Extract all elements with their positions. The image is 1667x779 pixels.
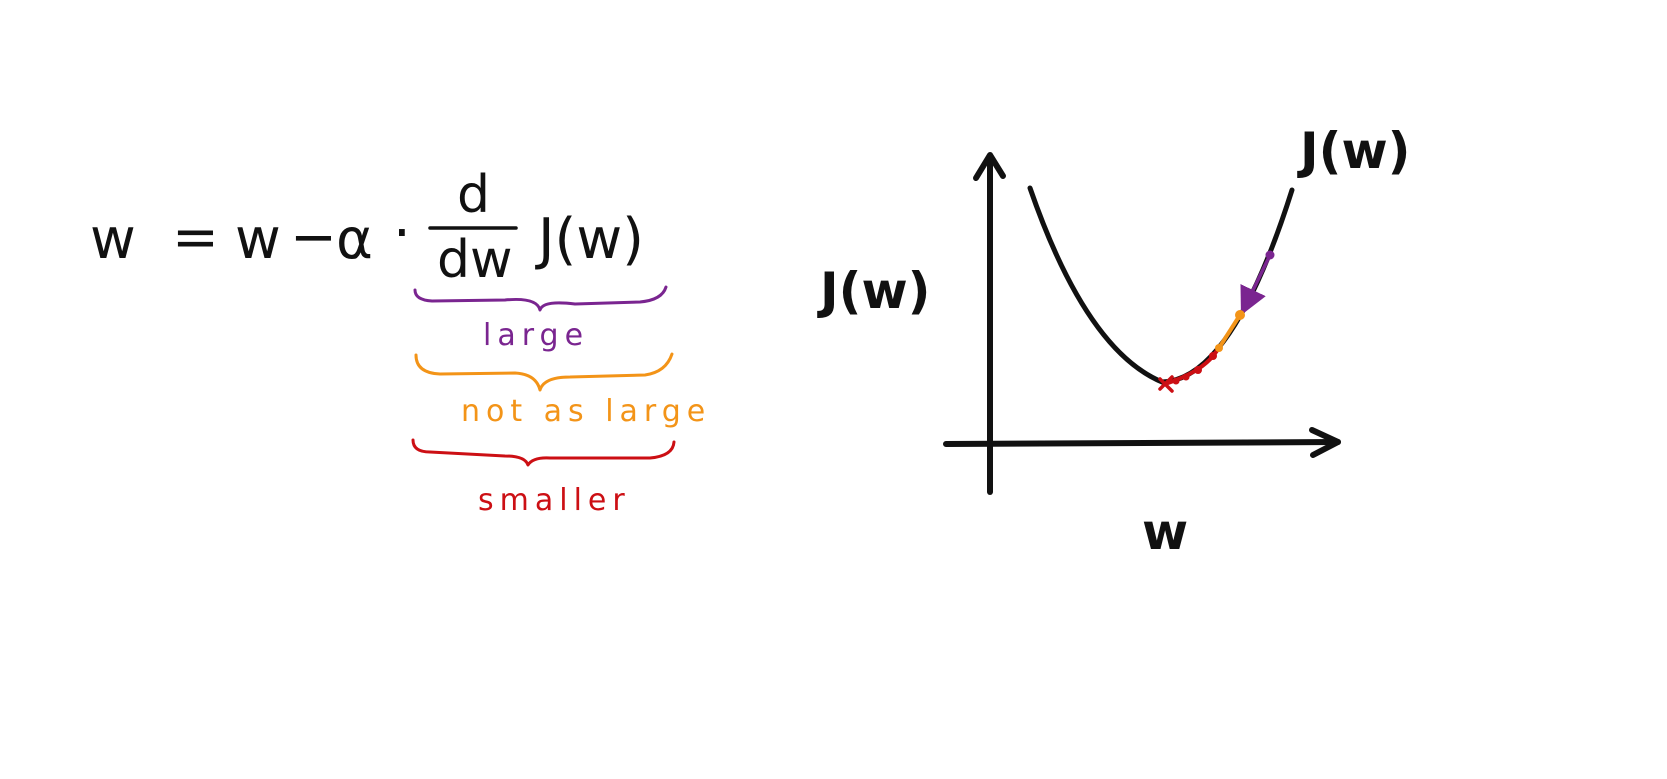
curve-label: J(w) [1297, 122, 1411, 180]
point-5 [1194, 366, 1202, 374]
update-equation: w = w − α · d dw J(w) [90, 165, 644, 290]
point-4 [1209, 352, 1217, 360]
x-axis-label: w [1142, 503, 1188, 561]
point-2 [1235, 310, 1245, 320]
equation-cost-function: J(w) [535, 207, 644, 272]
step-not-as-large [1217, 313, 1242, 350]
y-axis-arrowhead [973, 152, 1006, 181]
x-axis-arrowhead [1309, 427, 1341, 458]
point-7 [1172, 377, 1180, 385]
equation-equals-sign: = [172, 205, 219, 270]
note-smaller: smaller [478, 483, 631, 518]
brace-not-as-large [414, 352, 674, 392]
equation-w-term: w [235, 207, 281, 272]
x-axis [943, 439, 1341, 447]
point-6 [1182, 373, 1190, 381]
descent-steps [1158, 250, 1275, 393]
equation-dot: · [393, 201, 411, 266]
brace-large [413, 285, 668, 312]
equation-minus-sign: − [290, 205, 337, 270]
derivative-magnitude-notes: large not as large smaller [411, 285, 711, 518]
y-axis-label: J(w) [817, 262, 931, 320]
note-not-as-large: not as large [461, 394, 711, 429]
point-3 [1215, 344, 1223, 352]
equation-derivative-denominator: dw [437, 230, 513, 290]
equation-alpha: α [336, 207, 373, 272]
equation-derivative-numerator: d [457, 165, 490, 225]
step-large [1240, 253, 1272, 316]
note-large: large [483, 318, 589, 353]
cost-curve [1027, 185, 1295, 385]
point-start [1265, 250, 1275, 260]
minimum-marker-icon [1158, 375, 1174, 393]
brace-smaller [411, 438, 676, 467]
cost-curve-graph: J(w) w J(w) [817, 122, 1411, 561]
equation-lhs-w: w [90, 207, 136, 272]
